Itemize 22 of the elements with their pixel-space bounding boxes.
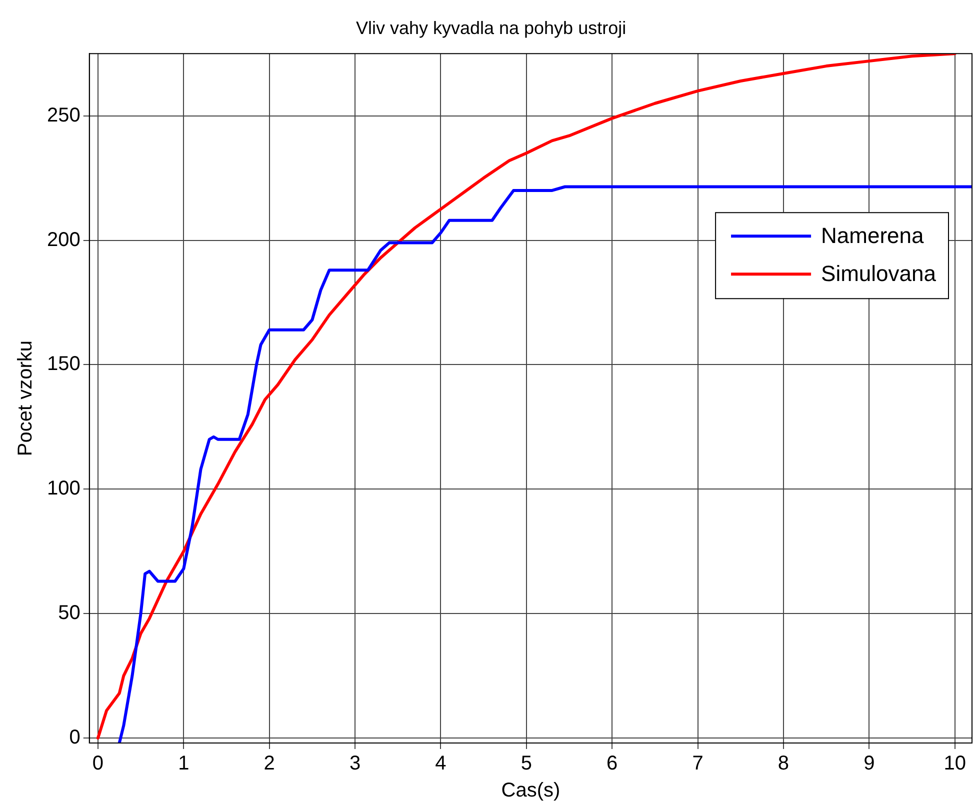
legend-label: Simulovana <box>821 261 937 286</box>
x-tick-label: 5 <box>520 752 532 775</box>
y-tick-label: 250 <box>46 104 80 126</box>
x-tick-label: 4 <box>435 752 446 775</box>
y-tick-label: 150 <box>46 353 80 376</box>
y-tick-label: 200 <box>46 228 80 251</box>
y-tick-label: 50 <box>58 602 80 624</box>
y-tick-label: 100 <box>46 478 80 500</box>
chart-title: Vliv vahy kyvadla na pohyb ustroji <box>356 18 626 38</box>
x-tick-label: 8 <box>778 752 790 775</box>
x-tick-label: 1 <box>178 752 190 775</box>
x-tick-label: 6 <box>606 752 618 775</box>
legend-label: Namerena <box>821 223 925 248</box>
x-tick-label: 3 <box>349 752 361 775</box>
y-axis-title: Pocet vzorku <box>14 340 37 456</box>
y-tick-label: 0 <box>69 726 80 749</box>
x-tick-label: 0 <box>92 752 104 775</box>
x-tick-label: 10 <box>944 752 966 775</box>
x-tick-label: 9 <box>864 752 875 775</box>
x-axis-title: Cas(s) <box>501 780 560 802</box>
x-tick-label: 7 <box>692 752 704 775</box>
x-tick-label: 2 <box>264 752 275 775</box>
